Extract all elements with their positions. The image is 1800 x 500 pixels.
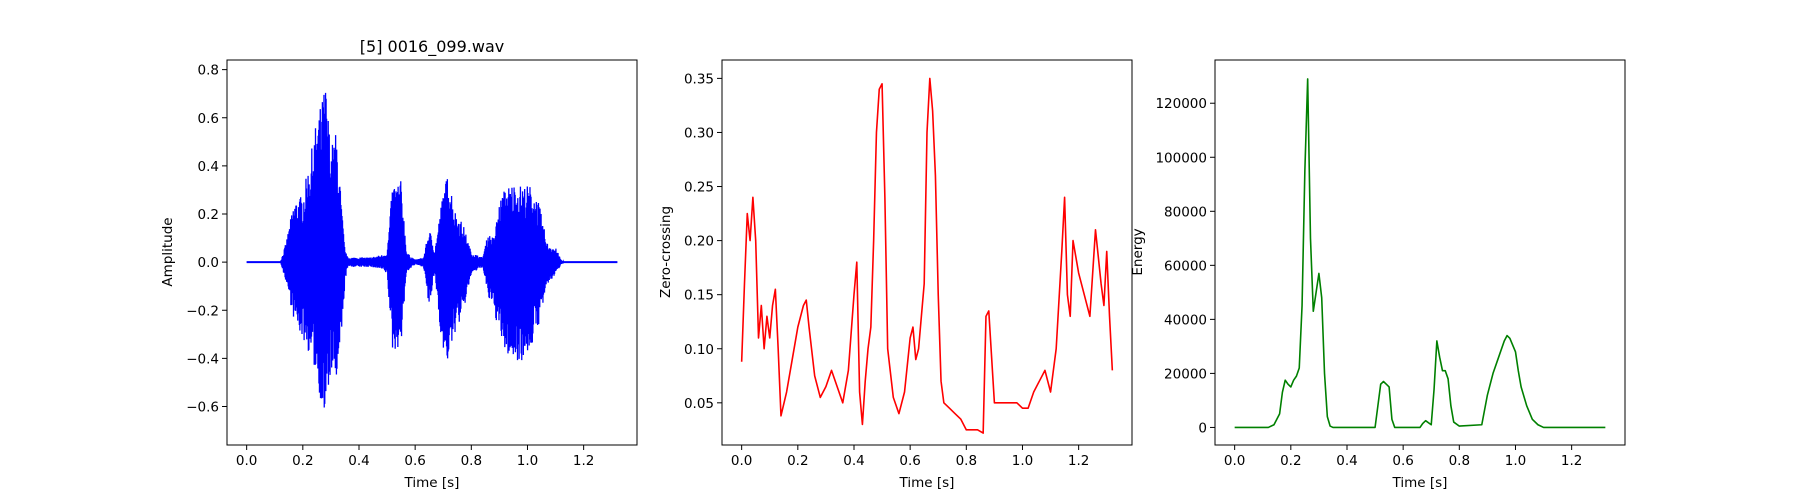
x-tick-label: 1.2 (1068, 453, 1089, 469)
x-tick-label: 0.4 (843, 453, 864, 469)
x-tick-label: 1.0 (1505, 453, 1526, 469)
y-tick-label: 80000 (1164, 204, 1207, 220)
y-tick-label: 0.4 (198, 159, 219, 175)
y-axis-label: Energy (1130, 228, 1146, 275)
y-tick-label: 120000 (1155, 96, 1207, 112)
x-tick-label: 0.2 (1280, 453, 1301, 469)
plot-frame (1215, 60, 1625, 445)
panel-energy: 0.0 0.2 0.4 0.6 0.8 1.0 1.2 0 20000 40000 60000 80… (1130, 59, 1626, 491)
x-ticks: 0.0 0.2 0.4 0.6 0.8 1.0 1.2 (731, 445, 1089, 469)
y-tick-label: 0.0 (198, 255, 219, 271)
x-ticks: 0.0 0.2 0.4 0.6 0.8 1.0 1.2 (1224, 445, 1582, 469)
x-tick-label: 1.2 (1561, 453, 1582, 469)
y-tick-label: 0.2 (198, 207, 219, 223)
y-tick-label: −0.2 (186, 303, 219, 319)
x-tick-label: 0.8 (956, 453, 977, 469)
y-tick-label: 0 (1198, 420, 1207, 436)
zero-crossing-line (740, 77, 1114, 434)
x-tick-label: 0.0 (1224, 453, 1245, 469)
y-tick-label: 60000 (1164, 258, 1207, 274)
y-tick-label: 100000 (1155, 150, 1207, 166)
y-tick-label: 0.6 (198, 111, 219, 127)
y-tick-label: 0.10 (684, 342, 714, 358)
x-ticks: 0.0 0.2 0.4 0.6 0.8 1.0 1.2 (236, 445, 594, 469)
x-tick-label: 0.0 (236, 453, 257, 469)
y-tick-label: −0.6 (186, 400, 219, 416)
x-tick-label: 0.8 (1449, 453, 1470, 469)
plot-border (721, 59, 1133, 446)
x-tick-label: 0.6 (1392, 453, 1413, 469)
energy-series-group (1234, 78, 1606, 429)
x-tick-label: 1.0 (1012, 453, 1033, 469)
y-tick-label: 0.8 (198, 63, 219, 79)
zero-crossing-series-group (740, 77, 1114, 434)
x-tick-label: 0.8 (461, 453, 482, 469)
x-tick-label: 0.0 (731, 453, 752, 469)
x-tick-label: 0.6 (899, 453, 920, 469)
x-axis-label: Time [s] (404, 475, 460, 491)
y-tick-label: 20000 (1164, 366, 1207, 382)
y-axis-label: Amplitude (160, 217, 176, 286)
plot-border (226, 59, 638, 446)
y-axis-label: Zero-crossing (658, 206, 674, 298)
chart-title: [5] 0016_099.wav (360, 37, 504, 57)
y-tick-label: 0.35 (684, 71, 714, 87)
amplitude-series-group (246, 92, 618, 408)
x-tick-label: 0.2 (292, 453, 313, 469)
panel-zero-crossing: 0.0 0.2 0.4 0.6 0.8 1.0 1.2 0.050.100.150.200.… (658, 59, 1133, 491)
y-tick-label: 0.20 (684, 234, 714, 250)
amplitude-waveform (246, 92, 618, 408)
x-tick-label: 0.2 (787, 453, 808, 469)
y-ticks: 0 20000 40000 60000 80000 100000 120000 (1155, 96, 1215, 436)
plot-border (1214, 59, 1626, 446)
y-tick-label: 0.15 (684, 288, 714, 304)
panel-amplitude: 0.0 0.2 0.4 0.6 0.8 1.0 1.2 −0.6 −0.4 −0.2 0.0 0.2… (160, 37, 638, 491)
x-tick-label: 0.4 (1336, 453, 1357, 469)
x-axis-label: Time [s] (899, 475, 955, 491)
x-axis-label: Time [s] (1392, 475, 1448, 491)
energy-line (1234, 78, 1606, 429)
y-tick-label: −0.4 (186, 351, 219, 367)
x-tick-label: 0.4 (348, 453, 369, 469)
y-tick-label: 0.25 (684, 180, 714, 196)
y-tick-label: 0.05 (684, 396, 714, 412)
y-ticks: 0.05 0.10 0.15 0.20 0.25 0.30 0.35 (684, 71, 722, 412)
x-tick-label: 1.2 (573, 453, 594, 469)
y-tick-label: 40000 (1164, 312, 1207, 328)
y-ticks: −0.6 −0.4 −0.2 0.0 0.2 0.4 0.6 0.8 (186, 63, 227, 416)
x-tick-label: 1.0 (517, 453, 538, 469)
y-tick-label: 0.30 (684, 125, 714, 141)
x-tick-label: 0.6 (404, 453, 425, 469)
